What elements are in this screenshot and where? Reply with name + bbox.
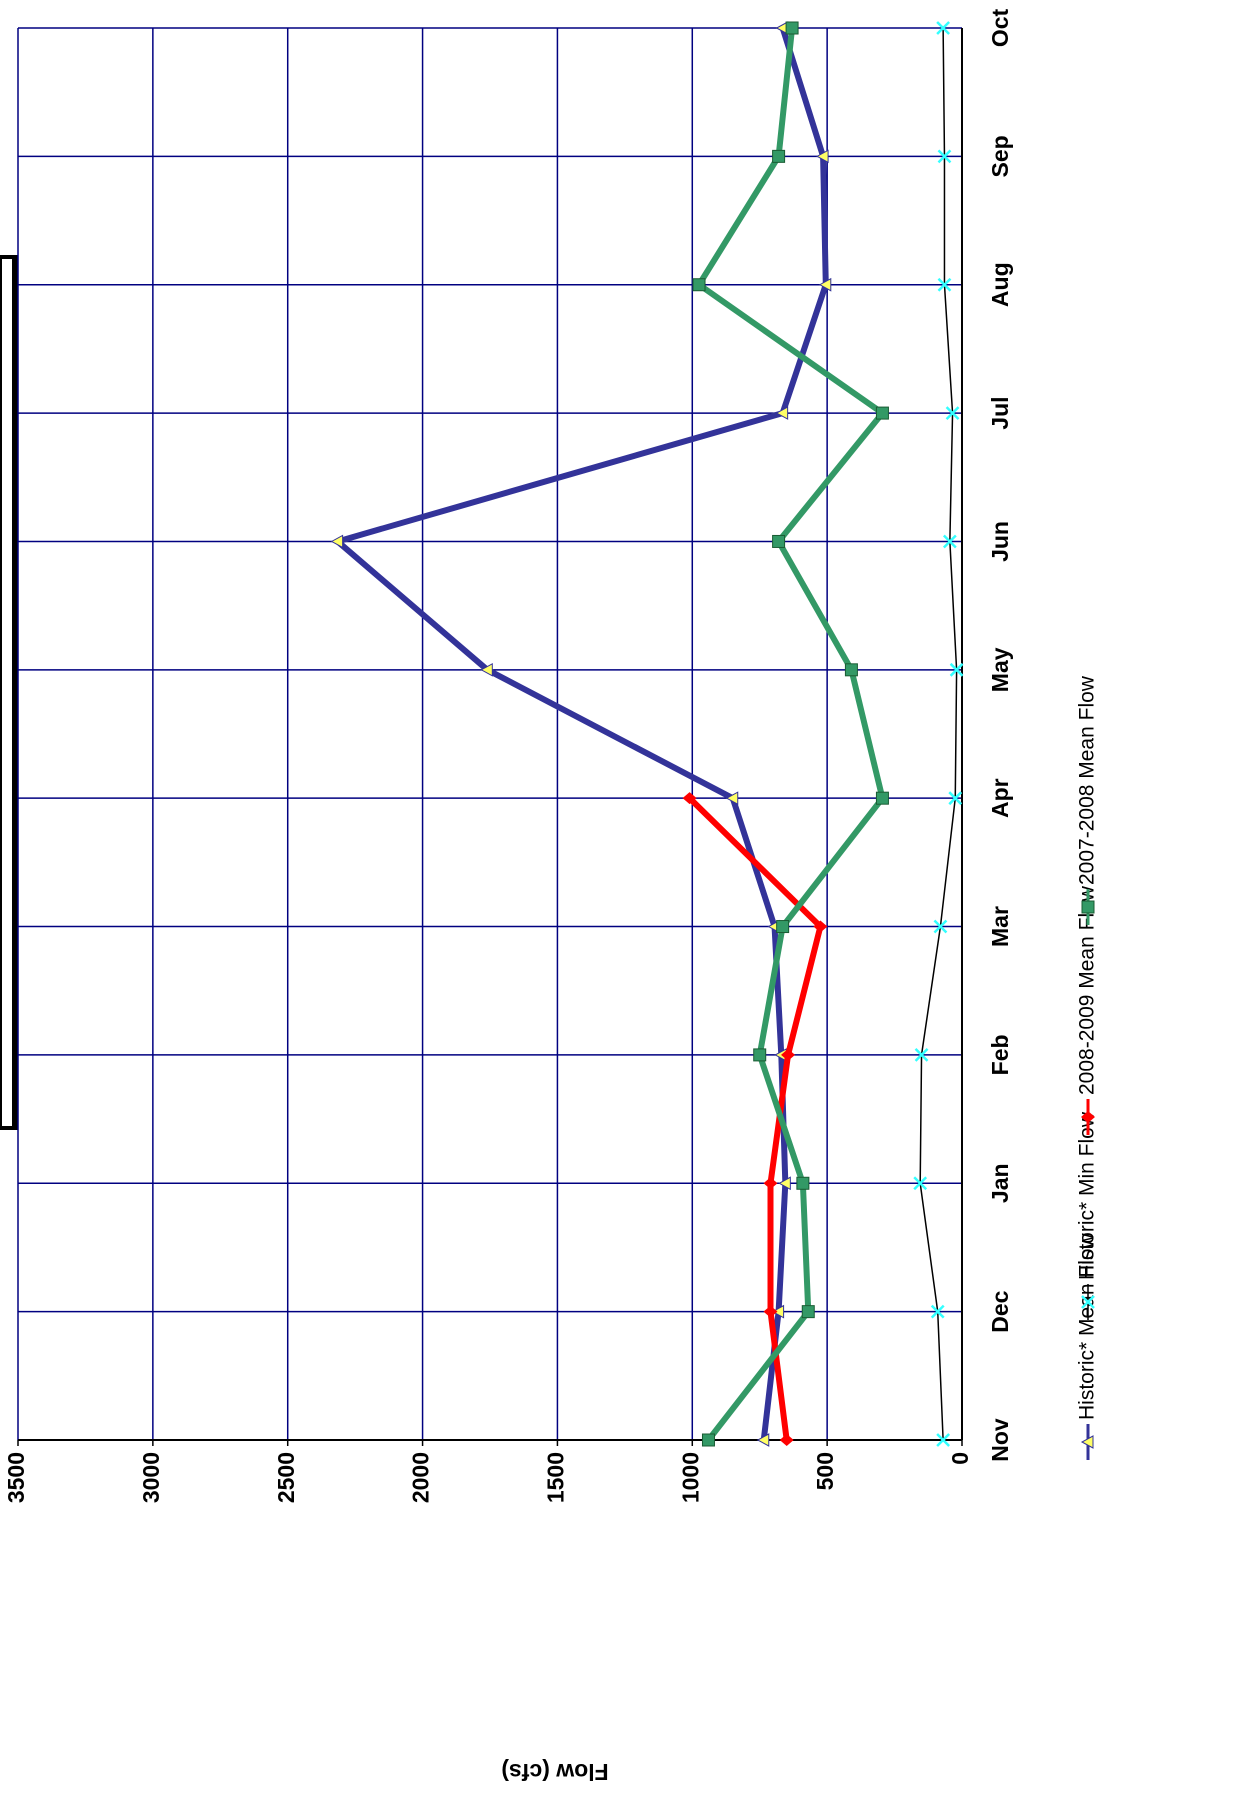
data-point <box>936 1433 951 1447</box>
legend-marker <box>1080 1435 1094 1449</box>
data-point <box>785 21 799 35</box>
x-tick-label: Sep <box>987 135 1013 177</box>
data-point <box>778 1176 791 1191</box>
data-point <box>801 1305 815 1319</box>
x-tick-label: May <box>987 647 1013 692</box>
legend-label: 2008-2009 Mean Flow <box>1076 885 1099 1095</box>
data-point <box>945 406 960 420</box>
x-tick-label: Jun <box>987 521 1013 562</box>
x-tick-label: Oct <box>987 8 1013 47</box>
data-point <box>763 1305 778 1318</box>
y-tick-label: 3000 <box>138 1452 164 1503</box>
data-point <box>692 278 706 292</box>
data-point <box>763 1177 778 1190</box>
data-point <box>875 791 889 805</box>
y-tick-label: 1000 <box>677 1452 703 1503</box>
data-point <box>949 662 964 677</box>
data-point <box>914 1048 929 1062</box>
frame-box-inner <box>2 259 12 1126</box>
data-point <box>936 21 951 35</box>
data-point <box>779 1434 794 1446</box>
data-point <box>701 1433 715 1447</box>
y-tick-label: 0 <box>947 1452 973 1465</box>
x-tick-label: Mar <box>987 906 1013 947</box>
data-point <box>330 534 344 549</box>
data-point <box>771 1304 785 1319</box>
x-tick-label: Apr <box>987 778 1013 818</box>
data-point <box>813 920 828 933</box>
data-point <box>818 277 832 292</box>
data-point <box>937 149 952 164</box>
y-tick-label: 2000 <box>408 1452 434 1503</box>
data-point <box>772 534 786 548</box>
data-point <box>844 663 858 677</box>
series-line <box>687 796 824 1441</box>
data-point <box>772 149 786 163</box>
data-point <box>753 1048 767 1062</box>
x-tick-label: Feb <box>987 1034 1013 1075</box>
data-point <box>913 1176 928 1191</box>
data-point <box>796 1176 810 1190</box>
x-tick-label: Jul <box>987 396 1013 429</box>
data-point <box>725 791 739 806</box>
data-point <box>480 662 493 677</box>
x-tick-label: Aug <box>987 262 1013 307</box>
y-tick-label: 3500 <box>3 1452 29 1503</box>
legend-label: 2007-2008 Mean Flow <box>1076 675 1099 885</box>
series-line <box>919 27 958 1441</box>
data-point <box>930 1304 945 1319</box>
data-point <box>937 277 952 292</box>
y-tick-label: 2500 <box>273 1452 299 1503</box>
legend-label: Historic* Mean Flow <box>1076 1232 1099 1420</box>
x-tick-label: Dec <box>987 1290 1013 1332</box>
legend-marker <box>1081 900 1095 914</box>
data-point <box>875 406 889 420</box>
legend-label: Historic* Min Flow <box>1076 1111 1099 1280</box>
y-tick-label: 500 <box>812 1452 838 1490</box>
x-tick-label: Nov <box>987 1418 1013 1462</box>
data-point <box>756 1433 770 1447</box>
data-point <box>933 919 948 934</box>
x-tick-label: Jan <box>987 1163 1013 1203</box>
chart-body: Flow (cfs) 0 500 1000 1500 2000 2500 3000 3500 N… <box>0 8 1099 1785</box>
legend-marker <box>1081 1111 1095 1123</box>
data-point <box>775 406 789 420</box>
data-point <box>776 920 790 934</box>
data-point <box>948 791 963 806</box>
series-line <box>334 27 829 1441</box>
data-point <box>942 534 957 549</box>
y-tick-label: 1500 <box>543 1452 569 1503</box>
series-line <box>696 27 886 1442</box>
legend-marker <box>1081 1295 1095 1309</box>
y-axis-title: Flow (cfs) <box>501 1759 608 1785</box>
data-point <box>682 792 697 805</box>
data-point <box>816 149 829 164</box>
